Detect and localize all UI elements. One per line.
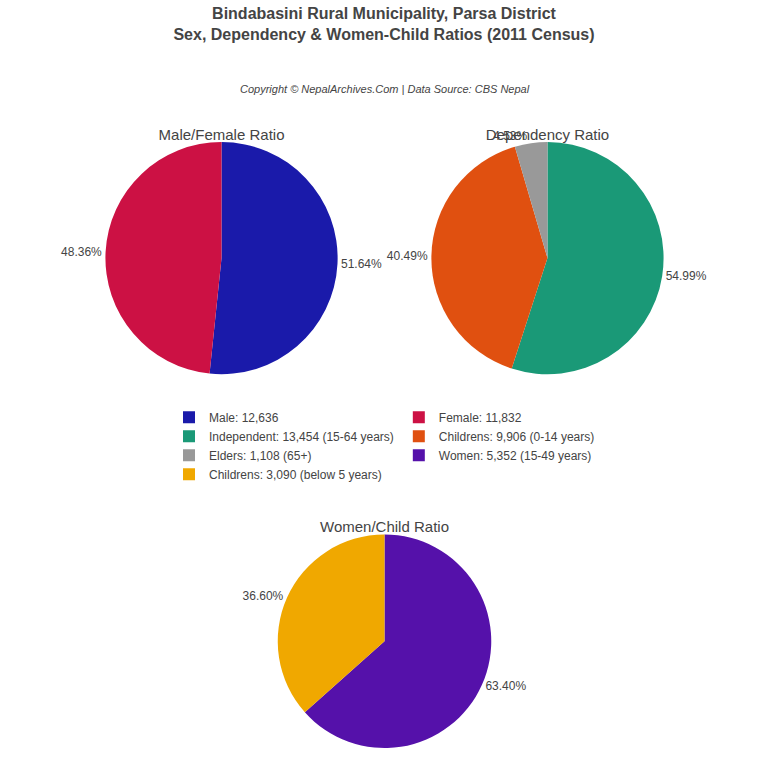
svg-text:Dependency Ratio: Dependency Ratio	[486, 126, 609, 143]
svg-text:Bindabasini Rural Municipality: Bindabasini Rural Municipality, Parsa Di…	[173, 5, 594, 43]
svg-text:Male: 12,636: Male: 12,636	[209, 411, 279, 425]
svg-text:4.53%: 4.53%	[493, 129, 527, 143]
svg-text:Independent: 13,454 (15-64 yea: Independent: 13,454 (15-64 years)	[209, 430, 394, 444]
svg-text:54.99%: 54.99%	[666, 269, 707, 283]
svg-text:Copyright © NepalArchives.Com: Copyright © NepalArchives.Com | Data Sou…	[240, 83, 530, 95]
svg-text:Elders: 1,108 (65+): Elders: 1,108 (65+)	[209, 449, 311, 463]
svg-text:Women/Child Ratio: Women/Child Ratio	[320, 518, 449, 535]
svg-text:Childrens: 9,906 (0-14 years): Childrens: 9,906 (0-14 years)	[439, 430, 594, 444]
svg-text:48.36%: 48.36%	[61, 245, 102, 259]
svg-text:36.60%: 36.60%	[243, 589, 284, 603]
svg-text:51.64%: 51.64%	[341, 257, 382, 271]
svg-text:Female: 11,832: Female: 11,832	[439, 411, 522, 425]
svg-text:Male/Female Ratio: Male/Female Ratio	[159, 126, 285, 143]
svg-text:40.49%: 40.49%	[387, 249, 428, 263]
svg-text:Childrens: 3,090 (below 5 year: Childrens: 3,090 (below 5 years)	[209, 468, 382, 482]
svg-text:63.40%: 63.40%	[485, 679, 526, 693]
svg-text:Women: 5,352 (15-49 years): Women: 5,352 (15-49 years)	[439, 449, 592, 463]
